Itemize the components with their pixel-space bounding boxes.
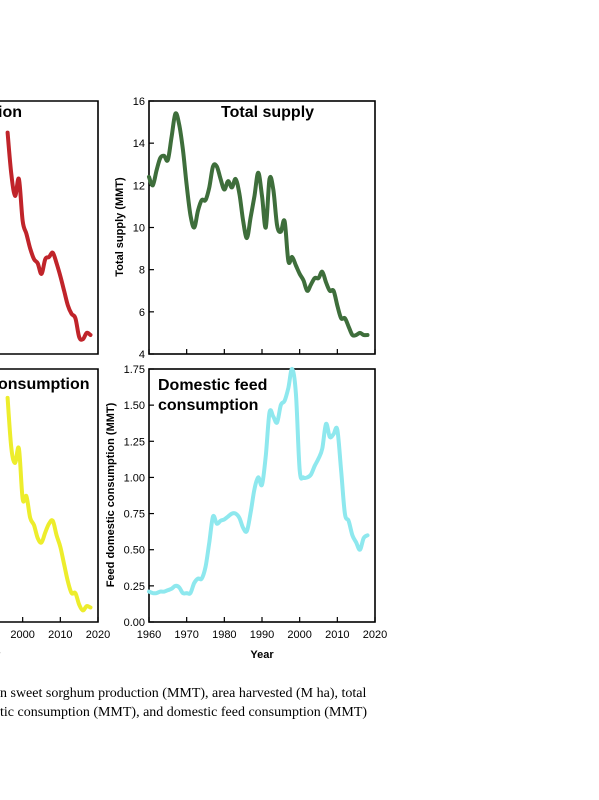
y-tick-label: 0.25 bbox=[124, 581, 145, 593]
y-tick-label: 1.00 bbox=[124, 472, 145, 484]
y-tick-label: 8 bbox=[139, 265, 145, 277]
y-tick-label: 1.50 bbox=[124, 400, 145, 412]
panel-bottom-left-title: onsumption bbox=[0, 376, 90, 393]
y-tick-label: 4 bbox=[139, 349, 145, 361]
x-tick-label: 1970 bbox=[174, 629, 198, 641]
y-tick-label: 14 bbox=[133, 138, 145, 150]
y-tick-label: 0.75 bbox=[124, 509, 145, 521]
caption-line-1: n sweet sorghum production (MMT), area h… bbox=[0, 686, 367, 701]
x-tick-label: 1990 bbox=[250, 629, 274, 641]
panel-bottom-left: onsumption 2000 2010 2020 r bbox=[0, 368, 110, 661]
x-tick-label: 1960 bbox=[137, 629, 161, 641]
x-tick-label: 2010 bbox=[48, 629, 72, 641]
panel-domestic-feed-yticks: 0.00 0.25 0.50 0.75 1.00 1.25 1.50 1.75 bbox=[124, 364, 154, 629]
panel-domestic-feed-line bbox=[147, 366, 370, 596]
x-tick-label: 2000 bbox=[287, 629, 311, 641]
caption-line-2: tic consumption (MMT), and domestic feed… bbox=[0, 705, 368, 720]
panel-bottom-left-line bbox=[5, 395, 93, 613]
panel-total-supply-line bbox=[147, 111, 370, 338]
panel-domestic-feed-xticks: 1960 1970 1980 1990 2000 2010 2020 bbox=[137, 617, 387, 641]
panel-domestic-feed-ylabel: Feed domestic consumption (MMT) bbox=[105, 402, 117, 587]
y-tick-label: 1.75 bbox=[124, 364, 145, 376]
x-tick-label: 2000 bbox=[10, 629, 34, 641]
panel-top-left-line bbox=[5, 130, 93, 342]
panel-top-left-title: ion bbox=[0, 104, 22, 121]
panel-domestic-feed-xlabel: Year bbox=[250, 649, 274, 661]
panel-bottom-left-xticks: 2000 2010 2020 bbox=[10, 617, 110, 641]
panel-total-supply-yticks: 4 6 8 10 12 14 16 bbox=[133, 96, 154, 361]
x-tick-label: 2020 bbox=[363, 629, 387, 641]
x-tick-label: 2010 bbox=[325, 629, 349, 641]
x-tick-label: 1980 bbox=[212, 629, 236, 641]
panel-total-supply-xticks bbox=[148, 349, 376, 354]
panel-bottom-left-frame bbox=[0, 368, 99, 623]
panel-domestic-feed-title-line1: Domestic feed bbox=[158, 377, 267, 394]
x-tick-label: 2020 bbox=[86, 629, 110, 641]
y-tick-label: 16 bbox=[133, 96, 145, 108]
y-tick-label: 12 bbox=[133, 180, 145, 192]
panel-domestic-feed-title-line2: consumption bbox=[158, 397, 258, 414]
panel-top-left: ion bbox=[0, 100, 99, 355]
panel-domestic-feed: Domestic feed consumption Feed domestic … bbox=[105, 364, 387, 661]
panel-top-left-frame bbox=[0, 100, 99, 355]
panel-total-supply-title: Total supply bbox=[221, 104, 314, 121]
y-tick-label: 0.50 bbox=[124, 545, 145, 557]
panel-total-supply: Total supply Total supply (MMT) 4 6 8 10 12 1… bbox=[114, 96, 376, 361]
panel-bottom-left-xlabel: r bbox=[0, 649, 1, 661]
panel-total-supply-ylabel: Total supply (MMT) bbox=[114, 177, 126, 277]
y-tick-label: 6 bbox=[139, 307, 145, 319]
y-tick-label: 1.25 bbox=[124, 436, 145, 448]
figure: ion Total supply Total supply (MMT) 4 6 8 1… bbox=[0, 96, 387, 661]
y-tick-label: 0.00 bbox=[124, 617, 145, 629]
y-tick-label: 10 bbox=[133, 223, 145, 235]
figure-caption: n sweet sorghum production (MMT), area h… bbox=[0, 684, 599, 722]
